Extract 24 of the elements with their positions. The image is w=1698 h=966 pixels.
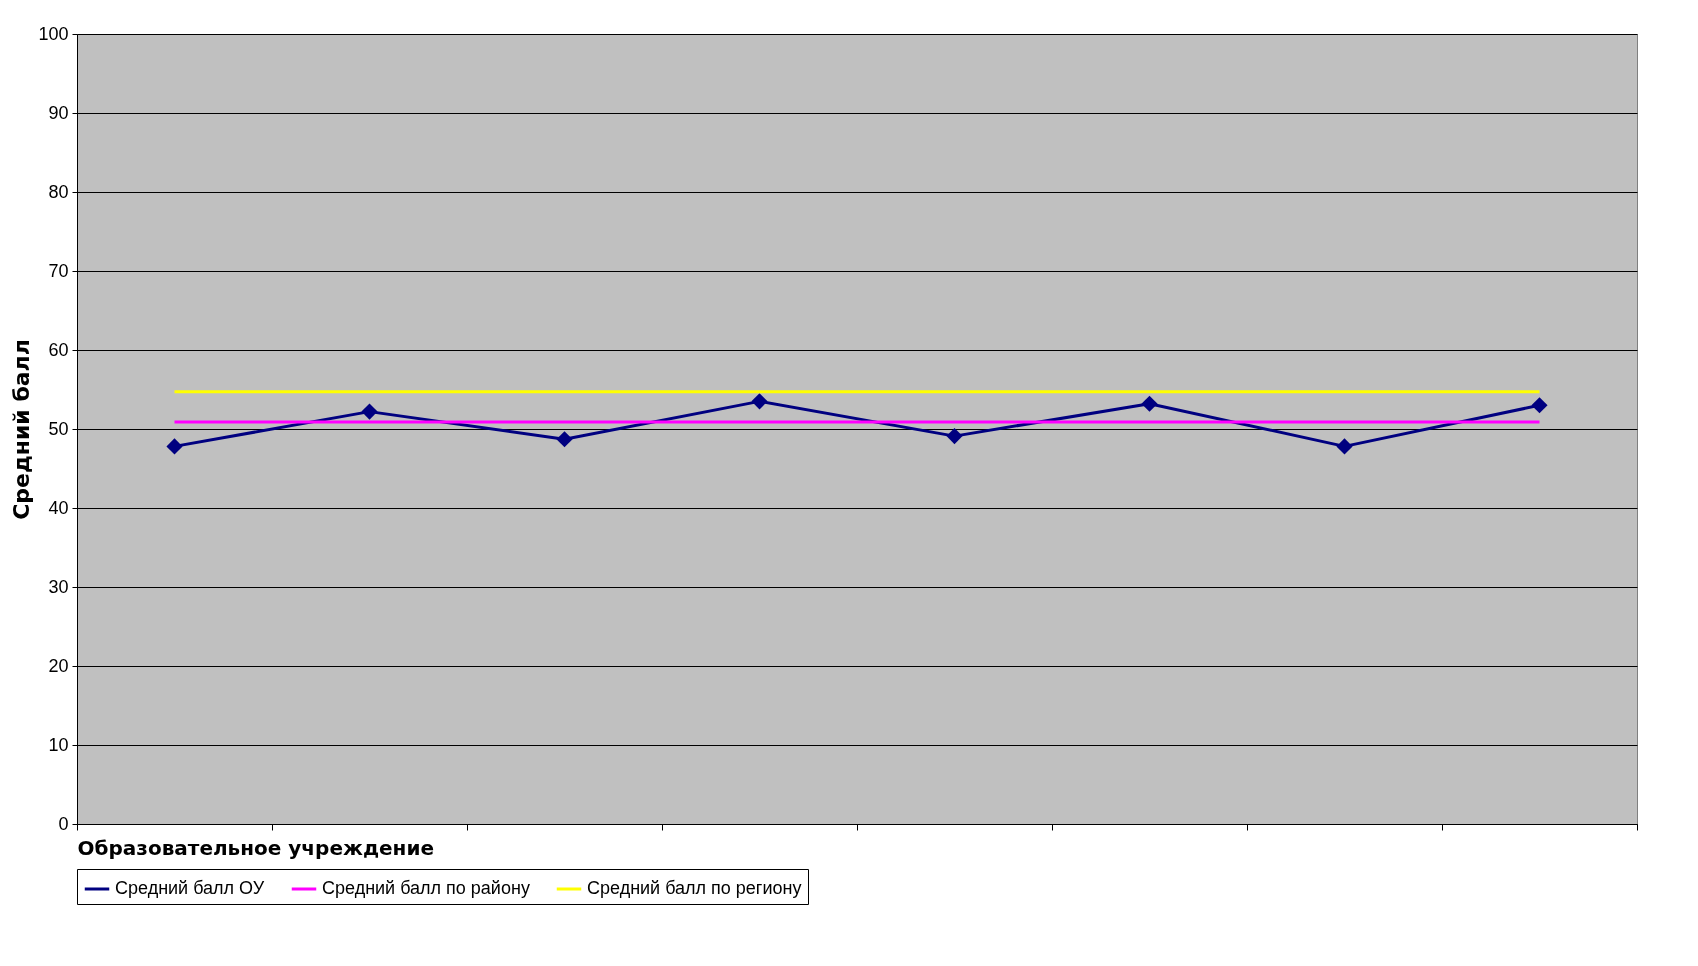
x-axis-title: Образовательное учреждение: [77, 836, 434, 860]
point: [1336, 438, 1353, 455]
point: [1141, 395, 1158, 412]
y-tick-label: 20: [48, 655, 69, 676]
point: [556, 431, 573, 448]
legend-label: Средний балл ОУ: [115, 878, 265, 898]
y-tick-label: 90: [48, 102, 69, 123]
y-axis-title: Средний балл: [9, 339, 35, 520]
y-tick-label: 10: [48, 734, 69, 755]
y-tick-label: 30: [48, 576, 69, 597]
y-tick-label: 50: [48, 418, 69, 439]
legend-label: Средний балл по району: [322, 878, 530, 898]
point: [751, 393, 768, 410]
point: [1531, 397, 1548, 414]
y-tick-label: 70: [48, 260, 69, 281]
y-tick-label: 60: [48, 339, 69, 360]
y-tick-label: 80: [48, 181, 69, 202]
y-tick-label: 40: [48, 497, 69, 518]
point: [946, 428, 963, 445]
y-tick-label: 0: [58, 813, 69, 834]
legend-label: Средний балл по региону: [587, 878, 802, 898]
y-tick-label: 100: [38, 23, 69, 44]
point: [361, 403, 378, 420]
point: [166, 438, 183, 455]
